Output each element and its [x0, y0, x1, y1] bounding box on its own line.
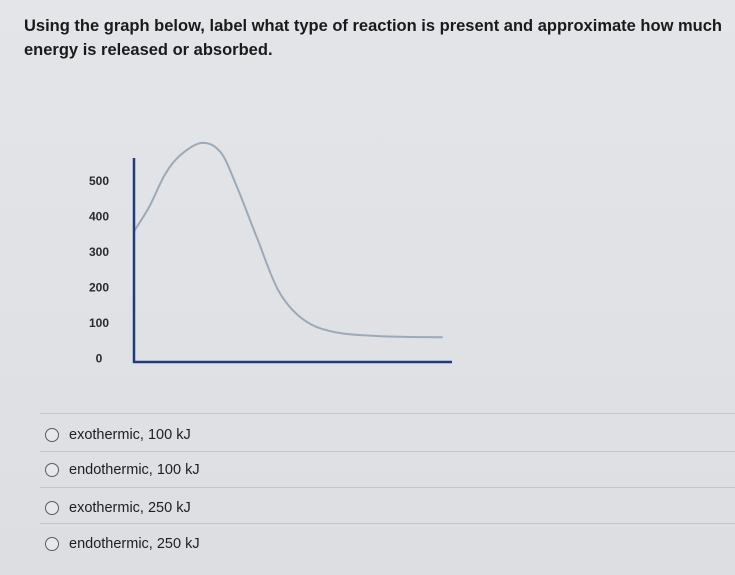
question-text: Using the graph below, label what type o…	[24, 17, 723, 59]
divider	[40, 523, 735, 524]
y-tick-label: 400	[89, 210, 109, 224]
radio-button[interactable]	[45, 428, 59, 442]
y-tick-label: 0	[96, 352, 103, 366]
y-tick-label: 500	[89, 174, 109, 188]
divider	[40, 451, 735, 452]
option-exothermic-250[interactable]: exothermic, 250 kJ	[45, 500, 191, 516]
divider	[40, 413, 735, 414]
radio-button[interactable]	[45, 463, 59, 477]
option-label: endothermic, 250 kJ	[69, 536, 200, 552]
option-endothermic-250[interactable]: endothermic, 250 kJ	[45, 536, 200, 552]
option-endothermic-100[interactable]: endothermic, 100 kJ	[45, 462, 200, 478]
y-tick-label: 200	[89, 281, 109, 295]
energy-curve	[133, 141, 443, 339]
radio-button[interactable]	[45, 537, 59, 551]
option-exothermic-100[interactable]: exothermic, 100 kJ	[45, 427, 191, 443]
divider	[40, 487, 735, 488]
option-label: exothermic, 250 kJ	[69, 500, 191, 516]
y-axis-tick-labels: 500 400 300 200 100 0	[89, 174, 109, 366]
option-label: exothermic, 100 kJ	[69, 427, 191, 443]
energy-diagram-chart: 500 400 300 200 100 0	[89, 141, 452, 366]
y-tick-label: 100	[89, 316, 109, 330]
option-label: endothermic, 100 kJ	[69, 462, 200, 478]
y-tick-label: 300	[89, 245, 109, 259]
radio-button[interactable]	[45, 501, 59, 515]
